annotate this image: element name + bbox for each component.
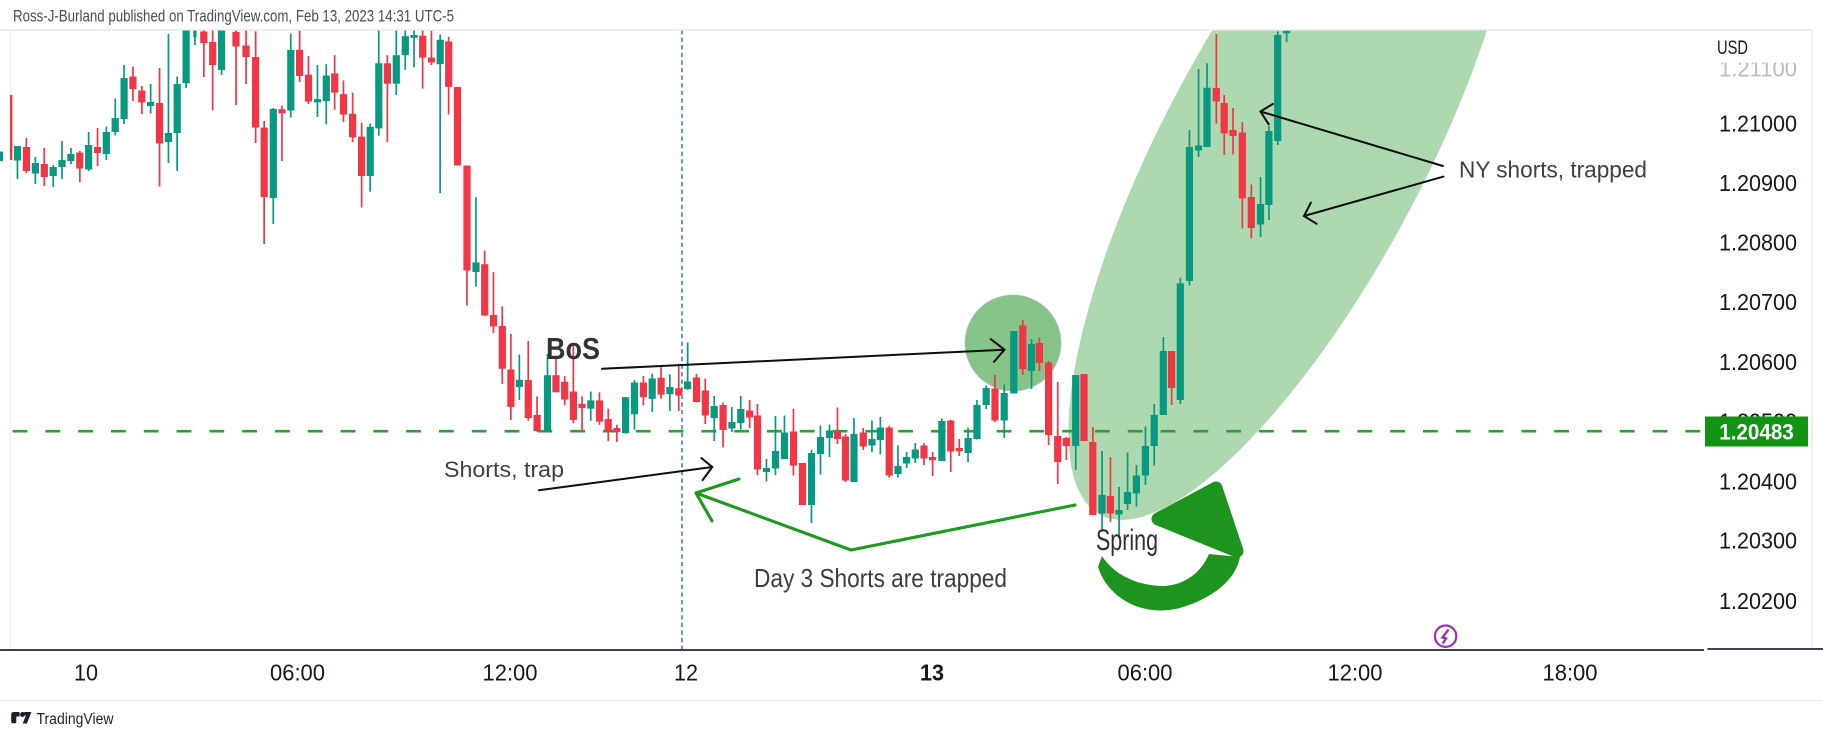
svg-text:Day 3 Shorts are trapped: Day 3 Shorts are trapped (754, 563, 1007, 593)
svg-text:13: 13 (920, 660, 944, 686)
svg-text:1.21100: 1.21100 (1719, 55, 1797, 81)
svg-text:12:00: 12:00 (483, 660, 538, 686)
svg-text:1.20800: 1.20800 (1719, 230, 1797, 256)
svg-text:Shorts, trap: Shorts, trap (444, 457, 564, 482)
svg-text:1.20483: 1.20483 (1719, 420, 1794, 445)
svg-text:1.20600: 1.20600 (1719, 349, 1797, 375)
svg-text:Spring: Spring (1096, 524, 1158, 557)
svg-text:06:00: 06:00 (1118, 660, 1173, 686)
svg-text:12: 12 (674, 660, 698, 686)
svg-text:1.20700: 1.20700 (1719, 289, 1797, 315)
svg-text:06:00: 06:00 (270, 660, 325, 686)
svg-text:1.20400: 1.20400 (1719, 469, 1797, 495)
svg-text:1.21000: 1.21000 (1719, 111, 1797, 137)
svg-text:1.20200: 1.20200 (1719, 588, 1797, 614)
svg-text:12:00: 12:00 (1328, 660, 1383, 686)
svg-text:10: 10 (74, 660, 98, 686)
svg-text:1.20900: 1.20900 (1719, 170, 1797, 196)
svg-text:1.20300: 1.20300 (1719, 528, 1797, 554)
svg-text:Ross-J-Burland published on Tr: Ross-J-Burland published on TradingView.… (13, 8, 454, 26)
svg-text:BoS: BoS (546, 331, 600, 366)
svg-text:NY shorts, trapped: NY shorts, trapped (1459, 157, 1647, 183)
svg-text:TradingView: TradingView (37, 711, 115, 728)
svg-text:USD: USD (1717, 37, 1748, 59)
svg-text:18:00: 18:00 (1543, 660, 1598, 686)
